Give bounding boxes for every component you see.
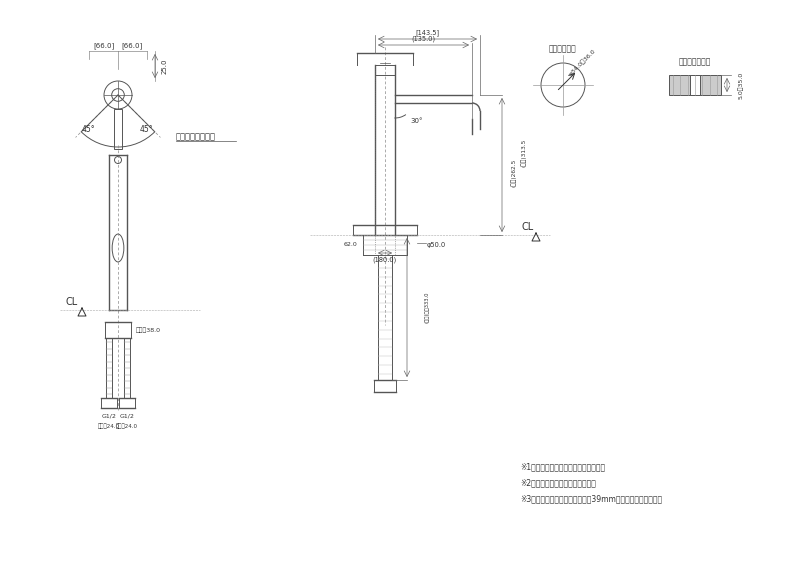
Text: 45°: 45° <box>139 126 153 135</box>
Text: CL: CL <box>66 297 78 307</box>
Text: G1/2: G1/2 <box>120 414 135 418</box>
Text: [143.5]: [143.5] <box>415 30 440 36</box>
Bar <box>114 109 122 149</box>
Text: CL: CL <box>522 222 534 232</box>
Text: (180.0): (180.0) <box>373 257 397 263</box>
Text: 六角引24.0: 六角引24.0 <box>116 423 138 429</box>
Bar <box>669 75 721 95</box>
Text: ハンドル回転角度: ハンドル回転角度 <box>176 132 216 142</box>
Text: 天板経付断面図: 天板経付断面図 <box>678 57 712 67</box>
Text: (参考)262.5: (参考)262.5 <box>511 159 517 187</box>
Text: 六角引38.0: 六角引38.0 <box>136 327 161 333</box>
Text: ※3　ブレードホースは曲げ帴彄39mm以上を確保すること。: ※3 ブレードホースは曲げ帴彄39mm以上を確保すること。 <box>520 494 662 504</box>
Text: (参考)313.5: (参考)313.5 <box>521 139 527 167</box>
Bar <box>690 75 700 95</box>
Text: φ50.0: φ50.0 <box>427 242 446 248</box>
Text: [66.0]: [66.0] <box>121 43 143 49</box>
Text: 5.0～35.0: 5.0～35.0 <box>738 71 744 99</box>
Text: ※1　（　）内寸法は参考寸法である。: ※1 （ ）内寸法は参考寸法である。 <box>520 463 605 472</box>
Text: 62.0: 62.0 <box>344 243 357 247</box>
Text: 30°: 30° <box>411 118 423 124</box>
Text: (135.0): (135.0) <box>411 36 436 42</box>
Text: 45°: 45° <box>81 126 95 135</box>
Text: ※2　止水栓を必ず設置すること。: ※2 止水栓を必ず設置すること。 <box>520 479 596 487</box>
Text: 25.0: 25.0 <box>162 58 168 74</box>
Text: (参考)専用333.0: (参考)専用333.0 <box>425 292 429 324</box>
Text: φ34.0～36.0: φ34.0～36.0 <box>567 47 597 77</box>
Text: 天板取付穴径: 天板取付穴径 <box>549 44 577 53</box>
Text: G1/2: G1/2 <box>102 414 117 418</box>
Text: [66.0]: [66.0] <box>93 43 114 49</box>
Text: 六角引24.0: 六角引24.0 <box>98 423 120 429</box>
